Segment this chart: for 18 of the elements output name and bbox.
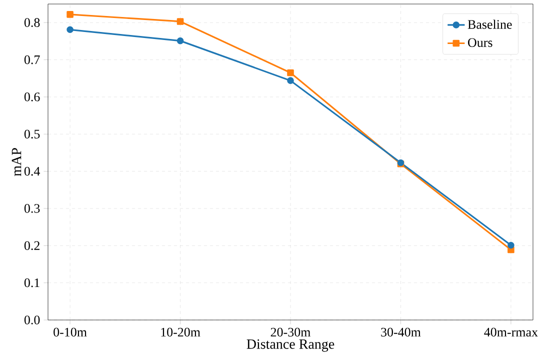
y-tick-label: 0.1: [24, 278, 40, 288]
y-tick-label: 0.0: [24, 316, 40, 324]
x-axis-title: Distance Range: [246, 339, 334, 352]
y-axis-title: mAP: [12, 148, 22, 176]
y-tick-label: 0.6: [24, 92, 40, 102]
y-tick-label: 0.2: [24, 241, 40, 250]
x-tick-label: 10-20m: [161, 328, 200, 337]
y-tick-label: 0.8: [24, 18, 40, 28]
legend-label: Baseline: [468, 20, 512, 29]
y-tick-label: 0.4: [24, 166, 40, 176]
x-tick-label: 0-10m: [54, 328, 87, 337]
legend-label: Ours: [468, 38, 492, 47]
x-tick-label: 40m-rmax: [484, 328, 538, 337]
x-tick-label: 30-40m: [381, 328, 421, 337]
x-tick-label: 20-30m: [270, 328, 311, 337]
y-tick-label: 0.5: [24, 130, 40, 139]
y-tick-label: 0.7: [24, 55, 40, 64]
y-tick-label: 0.3: [24, 204, 40, 213]
